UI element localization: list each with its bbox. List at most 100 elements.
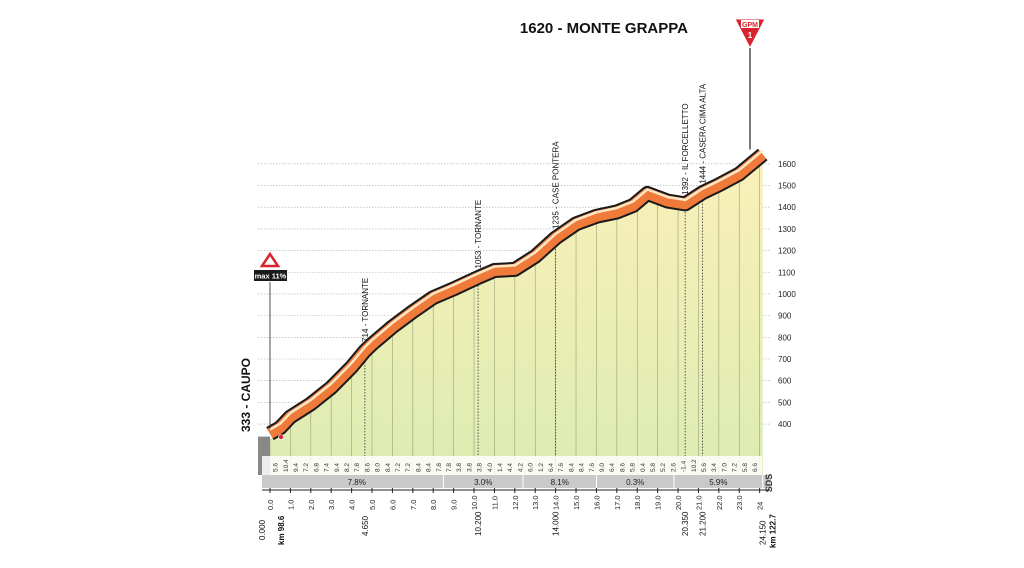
x-tick-label: 21.0 <box>694 495 703 510</box>
x-tick-label: 9.0 <box>450 500 459 510</box>
x-tick-label: 6.0 <box>388 500 397 510</box>
y-tick-label: 700 <box>778 355 792 364</box>
x-tick-label: 23.0 <box>735 495 744 510</box>
profile-band <box>267 150 767 439</box>
segment-gradient: 8.6 <box>364 463 371 472</box>
segment-gradient: 5.8 <box>742 463 749 472</box>
segment-gradient: 7.0 <box>721 463 728 472</box>
start-marker <box>278 434 284 440</box>
gpm-badge: GPM 1 <box>734 18 766 50</box>
segment-gradient: 6.8 <box>313 463 320 472</box>
section-strip <box>262 475 770 488</box>
segment-gradient: 8.2 <box>344 463 351 472</box>
segment-gradient: 5.8 <box>630 463 637 472</box>
x-tick-label: 5.0 <box>368 500 377 510</box>
segment-gradient: 8.4 <box>415 463 422 472</box>
y-tick-label: 1300 <box>778 225 796 234</box>
chart-title: 1620 - MONTE GRAPPA <box>520 20 688 37</box>
segment-gradient: 9.0 <box>599 463 606 472</box>
segment-gradient: 8.4 <box>568 463 575 472</box>
x-tick-label: 18.0 <box>633 495 642 510</box>
segment-gradient: -1.4 <box>681 460 688 472</box>
finish-km: 24.150 <box>759 520 768 545</box>
landmark-label: 1444 - CASERA CIMA ALTA <box>699 83 708 183</box>
section-label: 7.8% <box>348 478 366 487</box>
segment-gradient: 7.2 <box>732 463 739 472</box>
y-tick-label: 1400 <box>778 203 796 212</box>
segment-gradient: 9.4 <box>293 463 300 472</box>
segment-gradient: 7.2 <box>303 463 310 472</box>
x-tick-label: 4.0 <box>348 500 357 510</box>
segment-gradient: 6.4 <box>548 463 555 472</box>
x-tick-label: 2.0 <box>307 500 316 510</box>
section-label: 3.0% <box>474 478 492 487</box>
landmark-label: 1235 - CASE PONTERA <box>552 141 561 229</box>
segment-gradient: 7.6 <box>558 463 565 472</box>
badge-code: GPM <box>742 22 758 29</box>
badge-category: 1 <box>748 31 753 40</box>
profile-area <box>270 159 763 475</box>
segment-gradient: 8.4 <box>579 463 586 472</box>
segment-gradient: 7.8 <box>436 463 443 472</box>
x-tick-label: 13.0 <box>531 495 540 510</box>
x-tick-label: 17.0 <box>613 495 622 510</box>
segment-gradient: 5.8 <box>650 463 657 472</box>
segment-gradient: 8.4 <box>385 463 392 472</box>
start-km: 0.000 <box>258 519 267 540</box>
y-tick-label: 600 <box>778 377 792 386</box>
y-tick-label: 500 <box>778 398 792 407</box>
y-tick-label: 1100 <box>778 268 796 277</box>
x-tick-label: 12.0 <box>511 495 520 510</box>
segment-gradient: 2.6 <box>670 463 677 472</box>
x-tick-label: 14.0 <box>552 495 561 510</box>
segment-gradient: 4.0 <box>487 463 494 472</box>
x-tick-label: 16.0 <box>592 495 601 510</box>
badge-box <box>741 20 759 28</box>
landmark-label: 714 - TORNANTE <box>361 278 370 342</box>
profile-top <box>269 149 764 431</box>
x-tick-label: 3.0 <box>327 500 336 510</box>
x-tick-label: 22.0 <box>715 495 724 510</box>
y-tick-label: 1600 <box>778 160 796 169</box>
x-tick-label: 0.0 <box>266 500 275 510</box>
segment-gradient: 7.6 <box>589 463 596 472</box>
segment-gradient: 3.8 <box>466 463 473 472</box>
segment-gradient: 6.0 <box>528 463 535 472</box>
source: SDS <box>764 474 774 493</box>
segment-gradient: 1.2 <box>538 463 545 472</box>
segment-gradient: 3.4 <box>711 463 718 472</box>
start-route-km: km 98.6 <box>277 515 286 545</box>
segment-gradient: 7.2 <box>405 463 412 472</box>
segment-gradient: 1.4 <box>497 463 504 472</box>
x-tick-label: 1.0 <box>286 500 295 510</box>
section-label: 5.9% <box>709 478 727 487</box>
y-tick-label: 1200 <box>778 247 796 256</box>
x-tick-label: 11.0 <box>490 496 499 510</box>
x-tick-label: 10.0 <box>470 495 479 510</box>
segment-gradient: 3.8 <box>477 463 484 472</box>
landmark-label: 1392 - IL FORCELLETTO <box>681 103 690 195</box>
max-gradient: max 11% <box>255 272 287 281</box>
segment-gradient: 8.6 <box>619 463 626 472</box>
y-tick-label: 900 <box>778 312 792 321</box>
segment-gradient: 4.2 <box>517 463 524 472</box>
landmark-km: 10.200 <box>474 511 483 536</box>
x-tick-label: 15.0 <box>572 495 581 510</box>
segment-gradient: 5.6 <box>701 463 708 472</box>
segment-gradient: 6.4 <box>609 463 616 472</box>
segment-gradient: 3.8 <box>456 463 463 472</box>
segment-gradient: 7.2 <box>395 463 402 472</box>
landmark-label: 1053 - TORNANTE <box>474 200 483 269</box>
start-label: 333 - CAUPO <box>239 358 253 432</box>
finish-route-km: km 122.7 <box>769 514 778 548</box>
segment-gradient: 8.4 <box>426 463 433 472</box>
segment-gradient: 7.8 <box>446 463 453 472</box>
x-tick-label: 8.0 <box>429 500 438 510</box>
segment-gradient: 7.4 <box>324 463 331 472</box>
segment-gradient: 5.2 <box>660 463 667 472</box>
segment-gradient: 4.4 <box>507 463 514 472</box>
y-tick-label: 1000 <box>778 290 796 299</box>
segment-gradient: 6.6 <box>752 463 759 472</box>
landmark-km: 21.200 <box>699 511 708 536</box>
max-icon <box>259 251 281 268</box>
